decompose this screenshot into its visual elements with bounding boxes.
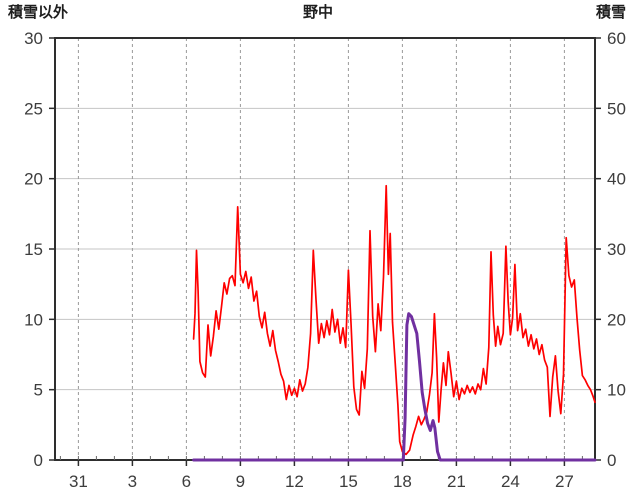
left-axis-tick-label: 5 (34, 381, 43, 400)
right-axis-tick-label: 0 (607, 451, 616, 470)
right-axis-tick-label: 40 (607, 170, 626, 189)
left-axis-tick-label: 30 (24, 29, 43, 48)
right-axis-tick-label: 60 (607, 29, 626, 48)
right-axis-title: 積雪 (595, 4, 626, 21)
left-axis-tick-label: 0 (34, 451, 43, 470)
right-axis-tick-label: 30 (607, 240, 626, 259)
non-snow-series-line (192, 184, 596, 456)
left-axis-tick-label: 20 (24, 170, 43, 189)
x-tick-label: 9 (236, 472, 245, 491)
x-tick-label: 15 (339, 472, 358, 491)
x-tick-label: 24 (501, 472, 520, 491)
x-tick-label: 31 (69, 472, 88, 491)
x-tick-label: 18 (393, 472, 412, 491)
x-tick-label: 12 (285, 472, 304, 491)
right-axis-tick-label: 50 (607, 99, 626, 118)
snow-depth-series-line (192, 312, 597, 462)
left-axis-tick-label: 15 (24, 240, 43, 259)
x-tick-label: 27 (555, 472, 574, 491)
chart-title: 野中 (302, 4, 333, 21)
right-axis-tick-label: 20 (607, 310, 626, 329)
left-axis-title: 積雪以外 (8, 4, 69, 21)
left-axis-tick-label: 25 (24, 99, 43, 118)
x-tick-label: 21 (447, 472, 466, 491)
x-tick-label: 6 (182, 472, 191, 491)
x-tick-label: 3 (128, 472, 137, 491)
left-axis-tick-label: 10 (24, 310, 43, 329)
right-axis-tick-label: 10 (607, 381, 626, 400)
